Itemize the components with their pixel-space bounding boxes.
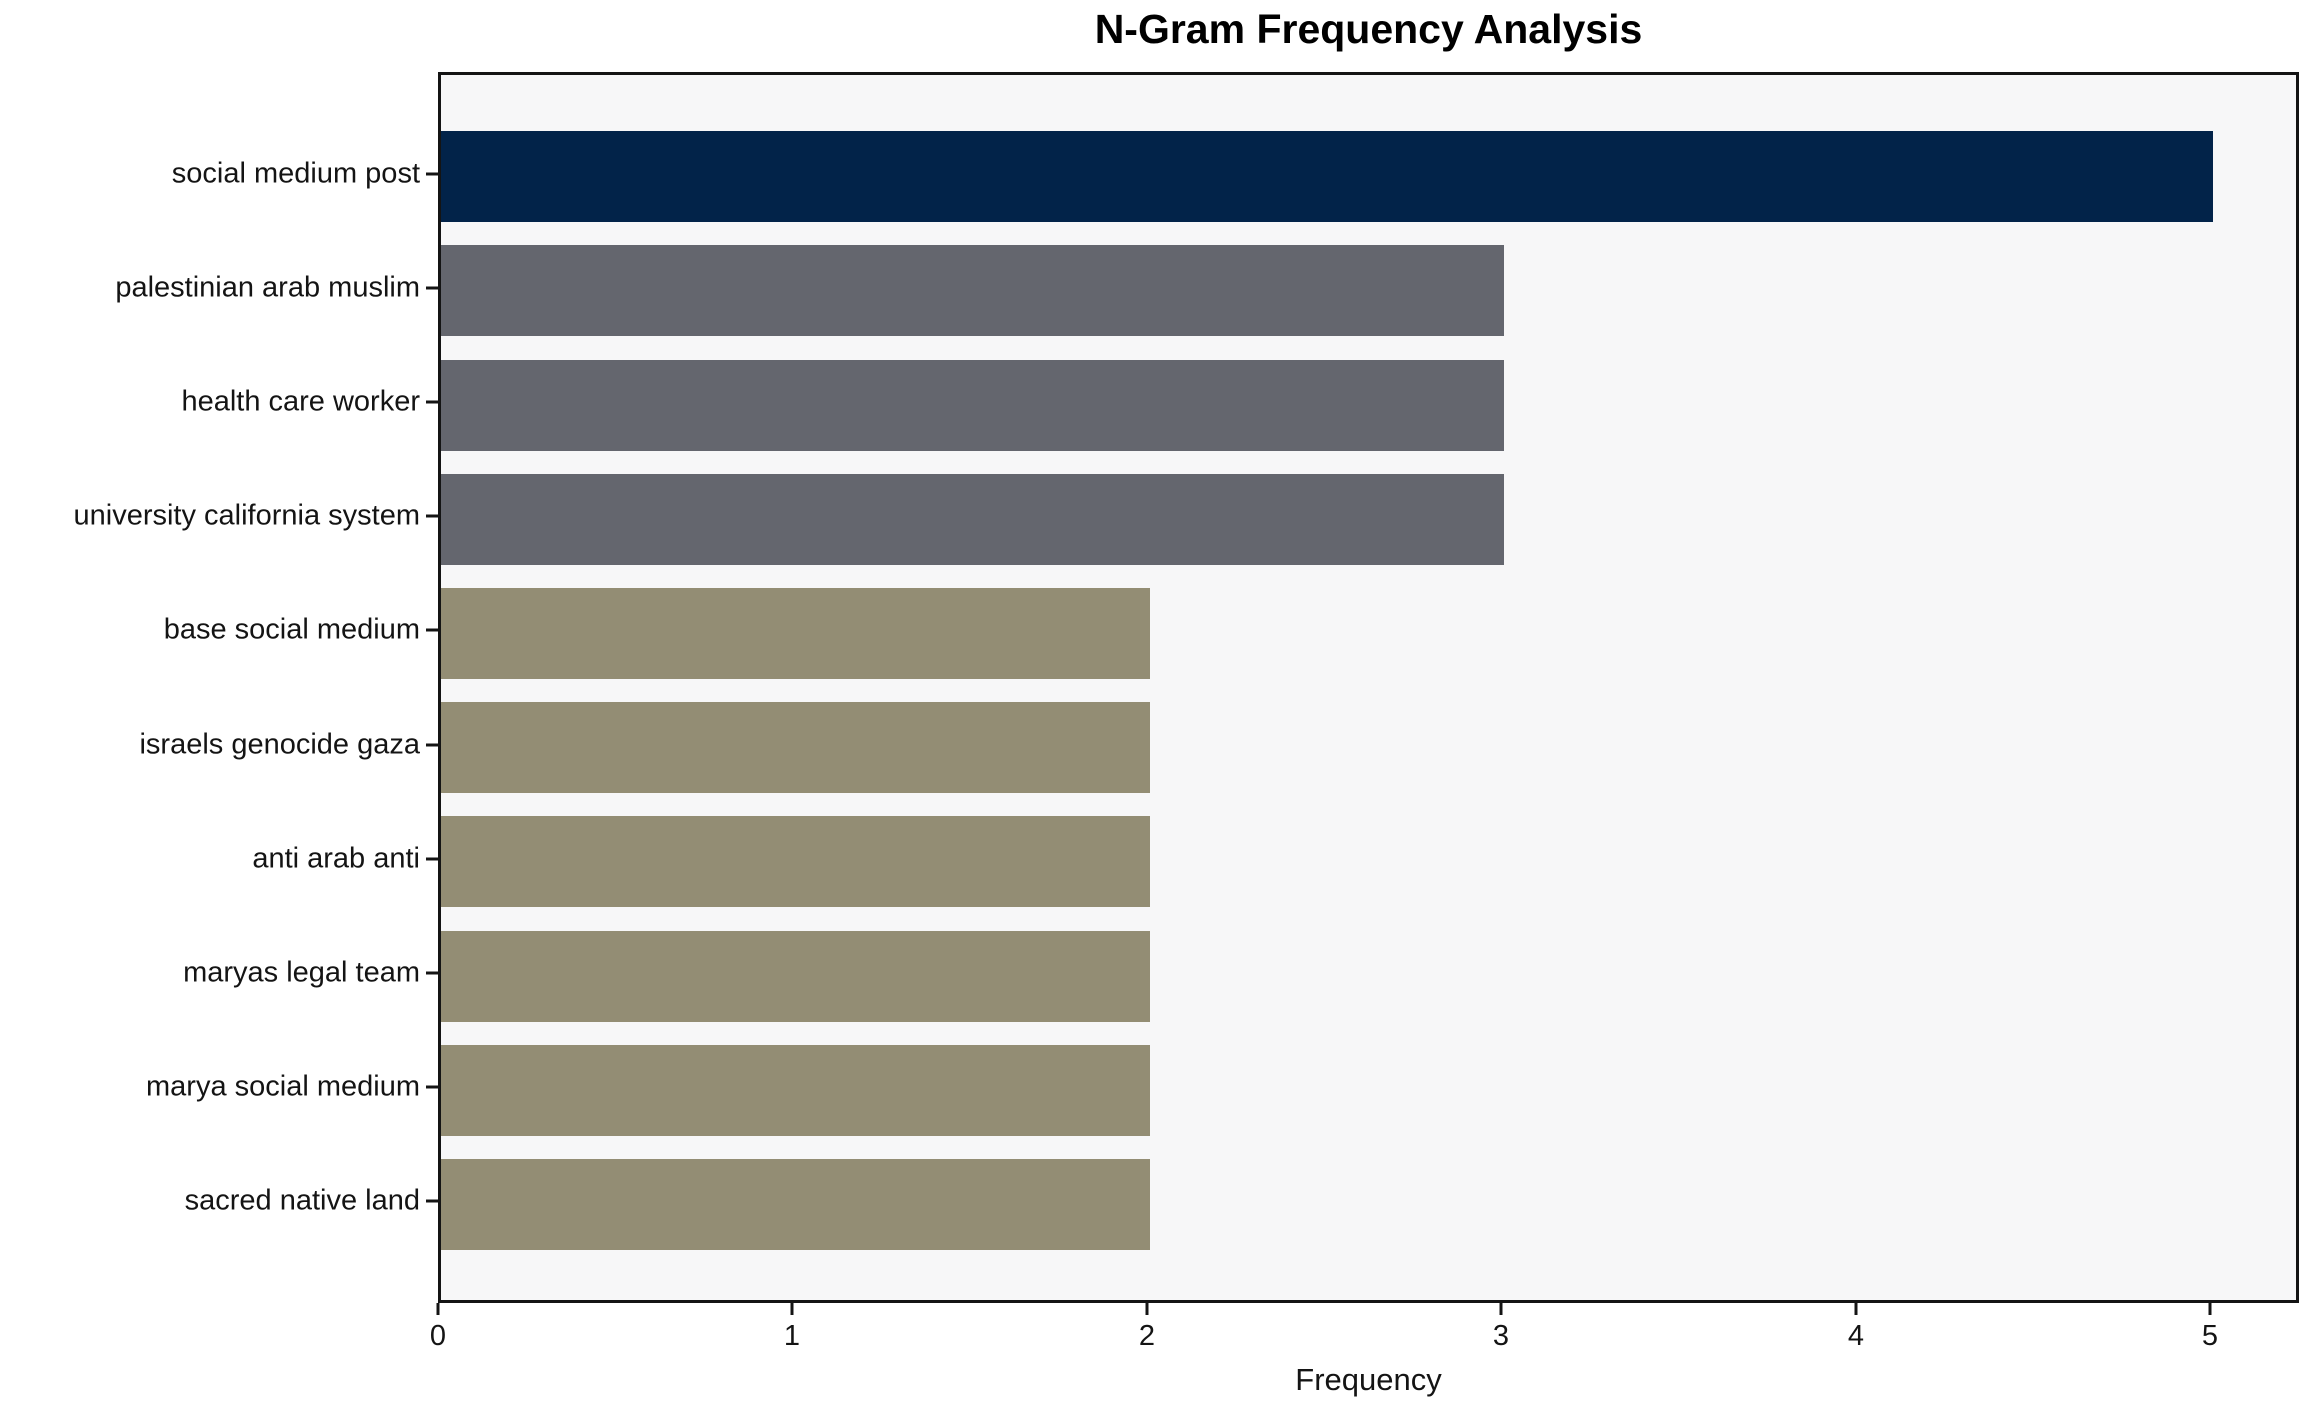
- x-tick-mark: [1145, 1303, 1149, 1315]
- y-tick-mark: [426, 628, 438, 632]
- x-tick-label: 1: [783, 1320, 801, 1352]
- plot-area: [438, 72, 2299, 1303]
- y-tick-mark: [426, 1085, 438, 1089]
- x-axis-label: Frequency: [1295, 1362, 1442, 1397]
- y-tick-mark: [426, 286, 438, 290]
- bar: [441, 1159, 1150, 1250]
- bar: [441, 360, 1504, 451]
- y-tick-mark: [426, 857, 438, 861]
- y-tick-label: marya social medium: [146, 1070, 420, 1103]
- y-tick-label: palestinian arab muslim: [115, 271, 420, 304]
- y-tick-mark: [426, 172, 438, 176]
- y-tick-mark: [426, 971, 438, 975]
- y-tick-mark: [426, 514, 438, 518]
- x-tick-mark: [790, 1303, 794, 1315]
- y-tick-label: anti arab anti: [252, 842, 420, 875]
- x-tick-mark: [1854, 1303, 1858, 1315]
- x-tick-mark: [1499, 1303, 1503, 1315]
- bar: [441, 474, 1504, 565]
- y-tick-label: sacred native land: [184, 1184, 420, 1217]
- y-tick-mark: [426, 400, 438, 404]
- bar: [441, 131, 2213, 222]
- bar: [441, 245, 1504, 336]
- y-tick-label: health care worker: [181, 385, 420, 418]
- y-tick-mark: [426, 1199, 438, 1203]
- bar: [441, 702, 1150, 793]
- y-tick-label: university california system: [73, 499, 421, 532]
- x-tick-label: 5: [2201, 1320, 2219, 1352]
- y-tick-label: social medium post: [171, 157, 420, 190]
- bar: [441, 931, 1150, 1022]
- y-tick-label: maryas legal team: [183, 956, 420, 989]
- x-tick-mark: [2208, 1303, 2212, 1315]
- x-tick-label: 3: [1492, 1320, 1510, 1352]
- x-tick-label: 2: [1138, 1320, 1156, 1352]
- chart-title: N-Gram Frequency Analysis: [1094, 6, 1643, 52]
- bar: [441, 816, 1150, 907]
- x-tick-mark: [436, 1303, 440, 1315]
- bar: [441, 1045, 1150, 1136]
- x-tick-label: 4: [1847, 1320, 1865, 1352]
- bar: [441, 588, 1150, 679]
- x-tick-label: 0: [429, 1320, 447, 1352]
- y-tick-label: israels genocide gaza: [139, 728, 420, 761]
- y-tick-mark: [426, 743, 438, 747]
- y-tick-label: base social medium: [163, 613, 420, 646]
